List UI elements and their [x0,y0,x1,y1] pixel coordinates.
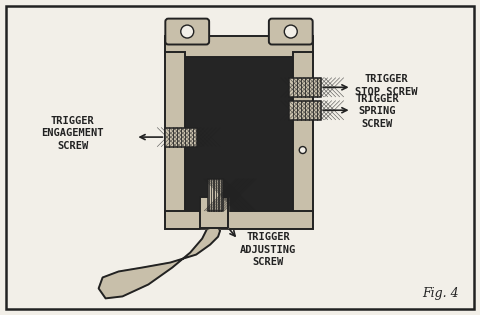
Bar [165,53,185,217]
Bar [289,78,321,97]
Polygon shape [98,227,220,298]
Text: TRIGGER
ADJUSTING
SCREW: TRIGGER ADJUSTING SCREW [240,232,296,267]
Circle shape [181,25,194,38]
Bar [165,36,312,57]
Bar [165,128,197,146]
Text: Fig. 4: Fig. 4 [422,287,459,301]
Text: TRIGGER
ENGAGEMENT
SCREW: TRIGGER ENGAGEMENT SCREW [41,116,104,151]
FancyBboxPatch shape [269,19,312,44]
Polygon shape [200,197,228,228]
Bar [289,101,321,120]
Circle shape [299,146,306,153]
FancyBboxPatch shape [165,19,209,44]
Text: TRIGGER
STOP SCREW: TRIGGER STOP SCREW [356,74,418,96]
Text: TRIGGER
SPRING
SCREW: TRIGGER SPRING SCREW [356,94,399,129]
Bar [208,179,223,211]
Bar [185,55,293,211]
Circle shape [284,25,297,38]
Bar [293,53,312,217]
Bar [165,211,312,229]
